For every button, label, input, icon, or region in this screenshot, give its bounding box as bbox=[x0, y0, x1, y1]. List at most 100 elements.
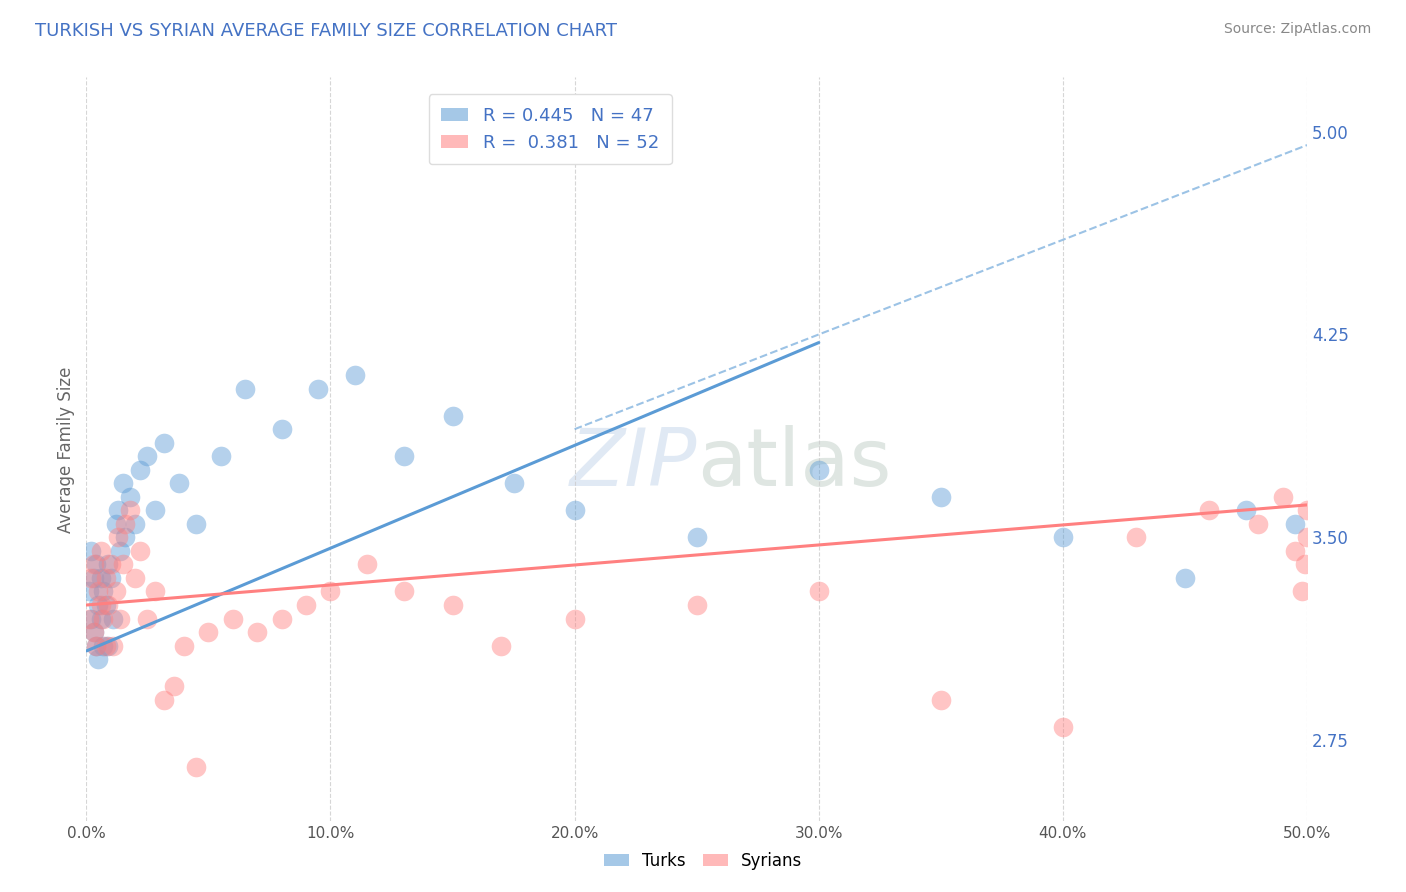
Point bbox=[120, 503, 142, 517]
Point bbox=[1174, 571, 1197, 585]
Point bbox=[1125, 530, 1147, 544]
Point bbox=[90, 571, 112, 585]
Point bbox=[392, 449, 415, 463]
Point bbox=[80, 571, 103, 585]
Point bbox=[1296, 503, 1319, 517]
Point bbox=[87, 652, 110, 666]
Point bbox=[136, 449, 159, 463]
Point bbox=[87, 598, 110, 612]
Legend: Turks, Syrians: Turks, Syrians bbox=[598, 846, 808, 877]
Point bbox=[93, 611, 115, 625]
Point bbox=[143, 503, 166, 517]
Point bbox=[124, 571, 146, 585]
Point bbox=[111, 558, 134, 572]
Point bbox=[101, 639, 124, 653]
Point bbox=[120, 490, 142, 504]
Point bbox=[1052, 530, 1074, 544]
Text: ZIP: ZIP bbox=[569, 425, 697, 503]
Point bbox=[441, 598, 464, 612]
Point bbox=[209, 449, 232, 463]
Point bbox=[1198, 503, 1220, 517]
Point bbox=[136, 611, 159, 625]
Point bbox=[80, 611, 103, 625]
Point bbox=[807, 463, 830, 477]
Point bbox=[94, 598, 117, 612]
Point bbox=[356, 558, 378, 572]
Point bbox=[84, 558, 107, 572]
Point bbox=[90, 544, 112, 558]
Point bbox=[1296, 530, 1319, 544]
Point bbox=[153, 435, 176, 450]
Point bbox=[114, 516, 136, 531]
Point bbox=[167, 476, 190, 491]
Point bbox=[173, 639, 195, 653]
Point bbox=[129, 544, 152, 558]
Point bbox=[90, 598, 112, 612]
Point bbox=[97, 558, 120, 572]
Point bbox=[84, 639, 107, 653]
Point bbox=[83, 558, 105, 572]
Point bbox=[343, 368, 366, 382]
Point bbox=[107, 530, 129, 544]
Point bbox=[100, 571, 122, 585]
Text: atlas: atlas bbox=[697, 425, 891, 503]
Point bbox=[186, 516, 208, 531]
Point bbox=[807, 584, 830, 599]
Point bbox=[564, 611, 586, 625]
Point bbox=[129, 463, 152, 477]
Point bbox=[1247, 516, 1270, 531]
Text: Source: ZipAtlas.com: Source: ZipAtlas.com bbox=[1223, 22, 1371, 37]
Point bbox=[124, 516, 146, 531]
Point bbox=[1284, 544, 1306, 558]
Point bbox=[392, 584, 415, 599]
Point bbox=[143, 584, 166, 599]
Text: TURKISH VS SYRIAN AVERAGE FAMILY SIZE CORRELATION CHART: TURKISH VS SYRIAN AVERAGE FAMILY SIZE CO… bbox=[35, 22, 617, 40]
Point bbox=[1271, 490, 1294, 504]
Point bbox=[1291, 584, 1313, 599]
Point bbox=[77, 611, 100, 625]
Point bbox=[1234, 503, 1257, 517]
Point bbox=[90, 611, 112, 625]
Point bbox=[93, 584, 115, 599]
Point bbox=[101, 611, 124, 625]
Point bbox=[270, 422, 292, 436]
Point bbox=[104, 516, 127, 531]
Point bbox=[270, 611, 292, 625]
Point bbox=[197, 625, 219, 640]
Point bbox=[233, 382, 256, 396]
Point bbox=[104, 584, 127, 599]
Point bbox=[246, 625, 269, 640]
Point bbox=[83, 625, 105, 640]
Point bbox=[110, 544, 132, 558]
Point bbox=[87, 584, 110, 599]
Point bbox=[491, 639, 513, 653]
Point bbox=[1284, 516, 1306, 531]
Point bbox=[94, 639, 117, 653]
Point bbox=[83, 625, 105, 640]
Point bbox=[97, 598, 120, 612]
Point bbox=[111, 476, 134, 491]
Point bbox=[1052, 720, 1074, 734]
Point bbox=[94, 571, 117, 585]
Point bbox=[153, 692, 176, 706]
Point bbox=[84, 639, 107, 653]
Point bbox=[929, 692, 952, 706]
Point bbox=[100, 558, 122, 572]
Legend: R = 0.445   N = 47, R =  0.381   N = 52: R = 0.445 N = 47, R = 0.381 N = 52 bbox=[429, 94, 672, 164]
Point bbox=[319, 584, 342, 599]
Point bbox=[222, 611, 245, 625]
Point bbox=[686, 530, 709, 544]
Point bbox=[80, 544, 103, 558]
Point bbox=[114, 530, 136, 544]
Point bbox=[163, 679, 186, 693]
Point bbox=[502, 476, 524, 491]
Point bbox=[307, 382, 329, 396]
Point bbox=[77, 584, 100, 599]
Point bbox=[83, 571, 105, 585]
Point bbox=[441, 409, 464, 423]
Point bbox=[107, 503, 129, 517]
Point bbox=[97, 639, 120, 653]
Point bbox=[929, 490, 952, 504]
Point bbox=[686, 598, 709, 612]
Point bbox=[564, 503, 586, 517]
